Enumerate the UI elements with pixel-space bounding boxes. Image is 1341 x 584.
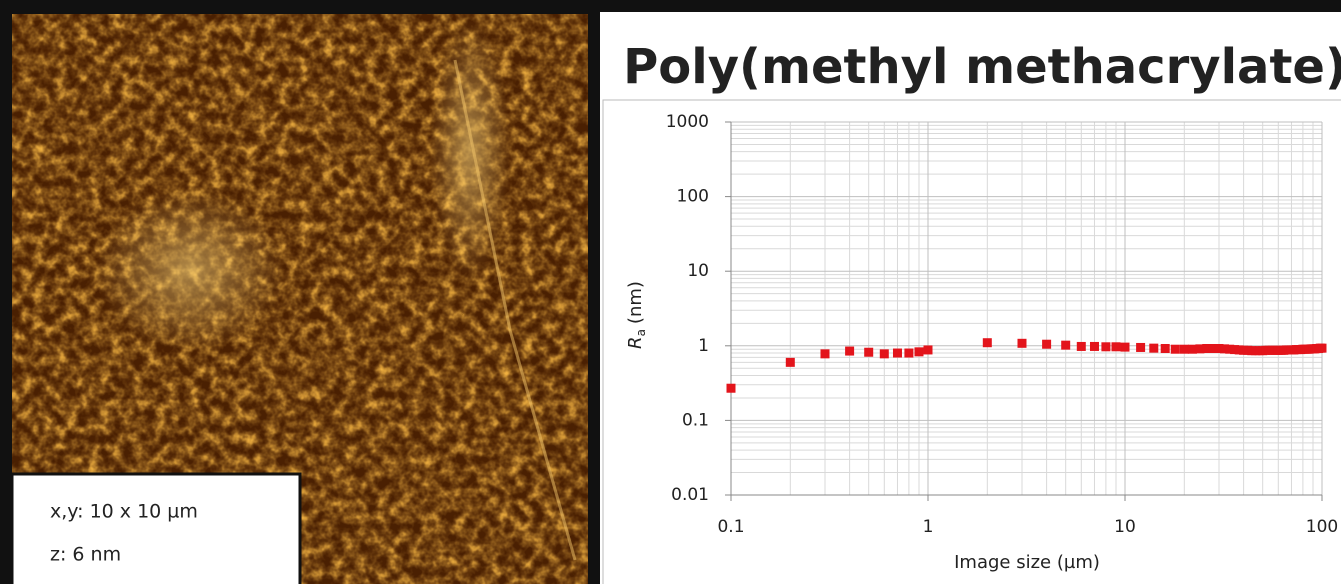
- data-point: [1195, 344, 1205, 354]
- y-tick-label: 1000: [666, 112, 709, 132]
- data-point: [1017, 338, 1027, 348]
- data-point: [892, 348, 902, 358]
- afm-feature: [430, 20, 510, 280]
- data-point: [1208, 344, 1218, 354]
- y-tick-label: 100: [677, 187, 709, 207]
- x-tick-label: 100: [1306, 517, 1338, 537]
- y-label-symbol: R: [625, 336, 646, 349]
- y-axis-label: Ra (nm): [625, 281, 648, 349]
- afm-feature: [95, 190, 285, 350]
- data-point: [1187, 344, 1197, 354]
- data-point: [1170, 344, 1180, 354]
- x-axis-label: Image size (µm): [954, 552, 1100, 573]
- data-point: [1160, 344, 1170, 354]
- chart-title: Poly(methyl methacrylate): [623, 39, 1341, 95]
- data-point: [1089, 341, 1099, 351]
- y-tick-label: 0.1: [682, 410, 709, 430]
- data-point: [1061, 340, 1071, 350]
- data-point: [1214, 344, 1224, 354]
- data-point: [1202, 344, 1212, 354]
- y-label-subscript: a: [634, 329, 648, 336]
- data-point: [726, 383, 736, 393]
- x-tick-label: 0.1: [717, 517, 744, 537]
- data-point: [1220, 344, 1230, 354]
- data-point: [1101, 342, 1111, 352]
- data-point: [1136, 342, 1146, 352]
- y-tick-label: 0.01: [671, 485, 709, 505]
- scale-label: z: 6 nm: [50, 544, 121, 566]
- y-label-unit: (nm): [625, 281, 646, 324]
- afm-ridge: [453, 59, 577, 561]
- data-point: [1111, 342, 1121, 352]
- scale-label: x,y: 10 x 10 µm: [50, 501, 198, 523]
- data-point: [1120, 342, 1130, 352]
- data-point: [914, 347, 924, 357]
- data-point: [864, 347, 874, 357]
- y-tick-label: 10: [687, 261, 709, 281]
- data-point: [785, 357, 795, 367]
- data-point: [1042, 339, 1052, 349]
- data-point: [1317, 343, 1327, 353]
- data-point: [904, 348, 914, 358]
- data-point: [1149, 343, 1159, 353]
- x-tick-label: 10: [1114, 517, 1136, 537]
- data-point: [1179, 344, 1189, 354]
- y-tick-label: 1: [698, 336, 709, 356]
- data-point: [879, 349, 889, 359]
- data-point: [845, 346, 855, 356]
- chart-frame: [602, 99, 1341, 584]
- data-point: [1230, 345, 1240, 355]
- data-point: [1225, 344, 1235, 354]
- scale-box: [10, 472, 302, 584]
- x-tick-label: 1: [923, 517, 934, 537]
- data-point: [923, 345, 933, 355]
- data-point: [1076, 341, 1086, 351]
- data-point: [820, 349, 830, 359]
- data-point: [982, 338, 992, 348]
